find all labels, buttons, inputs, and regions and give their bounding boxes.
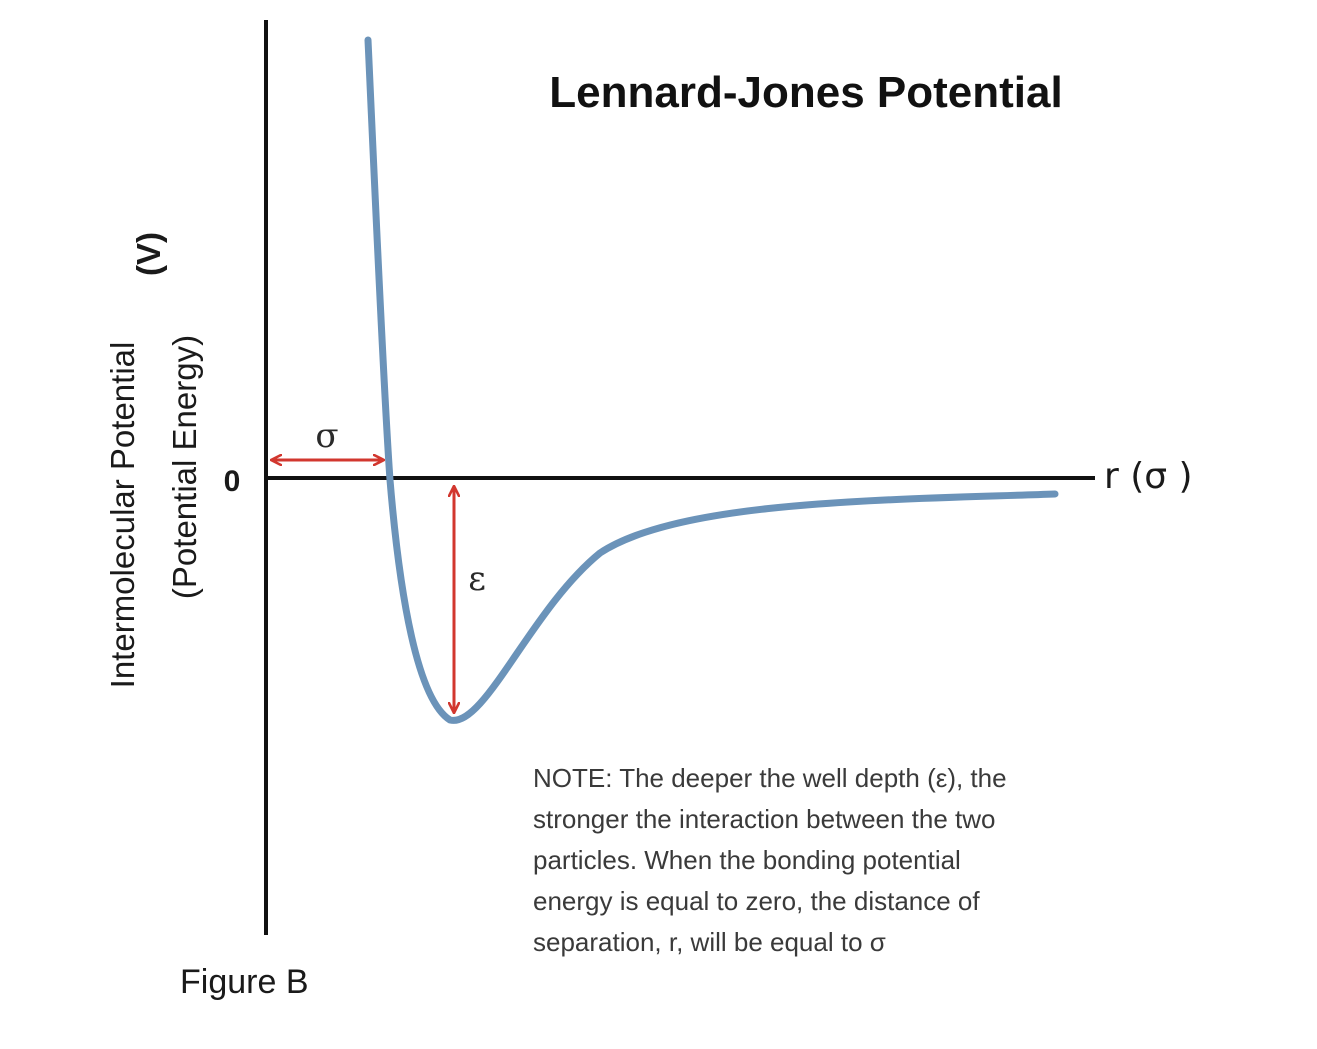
y-axis-label-line2: (Potential Energy) bbox=[166, 335, 203, 599]
figure-label: Figure B bbox=[180, 963, 309, 1001]
note-line: stronger the interaction between the two bbox=[533, 804, 996, 834]
chart-title: Lennard-Jones Potential bbox=[549, 68, 1062, 117]
y-axis-label-symbol: (V) bbox=[130, 232, 167, 276]
epsilon-symbol: ε bbox=[468, 559, 486, 599]
note-line: NOTE: The deeper the well depth (ε), the bbox=[533, 763, 1007, 793]
potential-curve bbox=[364, 36, 1059, 724]
sigma-symbol: σ bbox=[315, 416, 338, 456]
y-zero-tick-label: 0 bbox=[224, 465, 241, 498]
y-axis-label-line1: Intermolecular Potential bbox=[104, 342, 141, 689]
note-text: NOTE: The deeper the well depth (ε), the… bbox=[533, 758, 1133, 963]
note-line: energy is equal to zero, the distance of bbox=[533, 886, 980, 916]
note-line: separation, r, will be equal to σ bbox=[533, 927, 886, 957]
note-line: particles. When the bonding potential bbox=[533, 845, 961, 875]
x-axis-label: r (σ ) bbox=[1104, 456, 1193, 497]
